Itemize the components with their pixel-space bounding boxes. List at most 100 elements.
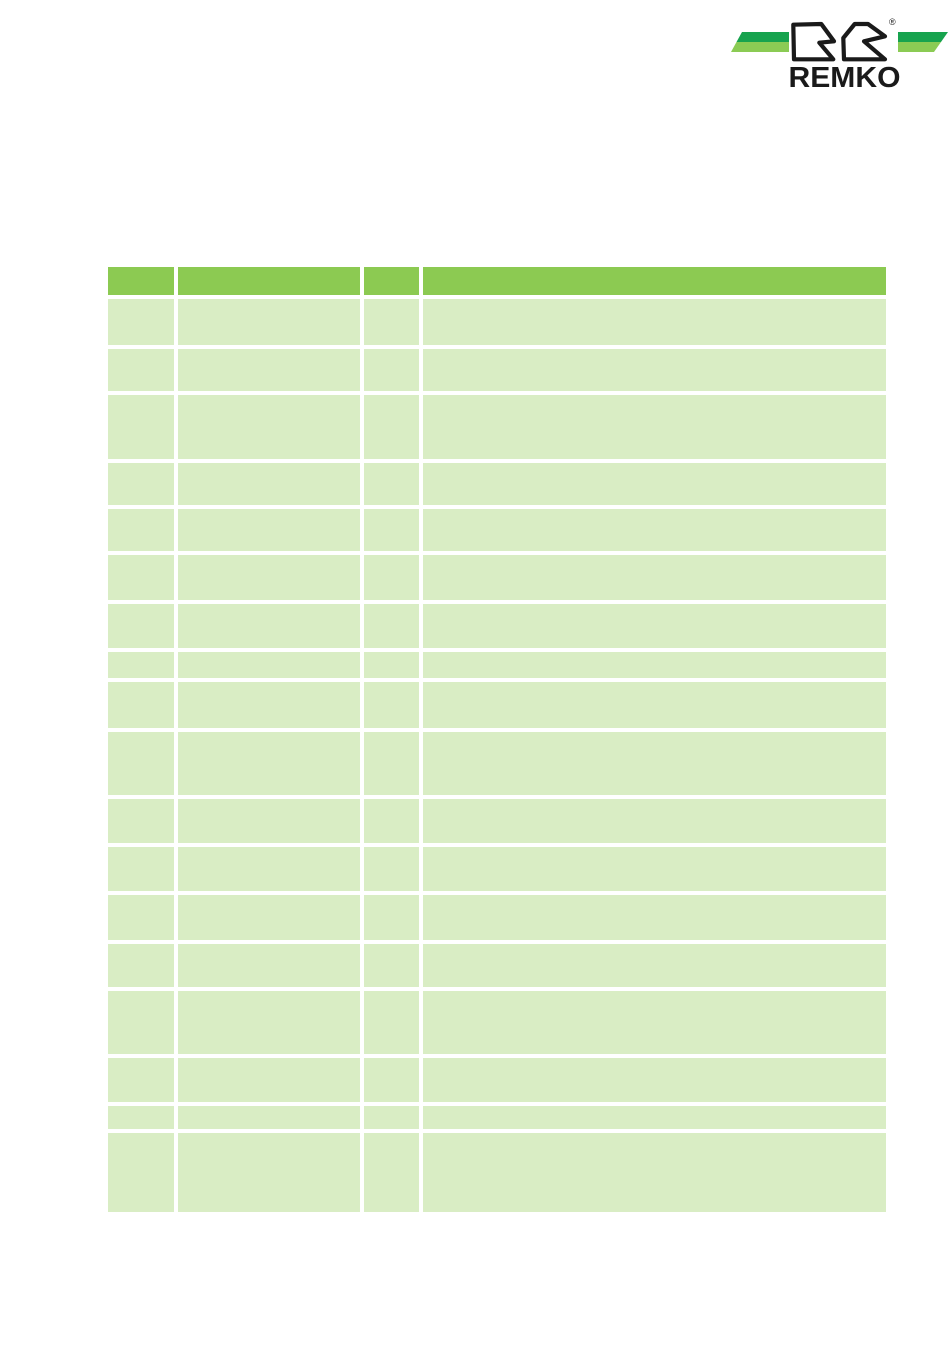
table-cell — [108, 732, 174, 795]
table-cell — [423, 732, 886, 795]
table-cell — [364, 463, 419, 505]
table-cell — [423, 847, 886, 891]
table-cell — [364, 652, 419, 678]
table-cell — [178, 1106, 360, 1129]
table-cell — [364, 682, 419, 728]
table-cell — [423, 349, 886, 391]
table-cell — [108, 463, 174, 505]
table-cell — [108, 991, 174, 1054]
table-row — [108, 604, 886, 648]
table-cell — [178, 991, 360, 1054]
table-cell — [423, 555, 886, 600]
table-cell — [364, 732, 419, 795]
logo-glyph-r-icon — [791, 21, 837, 62]
table-cell — [423, 652, 886, 678]
table-row — [108, 732, 886, 795]
table-header-cell — [178, 267, 360, 295]
table-cell — [108, 349, 174, 391]
table-cell — [178, 682, 360, 728]
remko-logo: ® REMKO — [731, 17, 948, 90]
table-cell — [108, 604, 174, 648]
table-cell — [364, 1133, 419, 1212]
table-cell — [178, 1133, 360, 1212]
logo-wordmark: REMKO — [789, 62, 901, 90]
table-row — [108, 682, 886, 728]
table-cell — [364, 991, 419, 1054]
table-row — [108, 555, 886, 600]
table-cell — [364, 1106, 419, 1129]
table-cell — [364, 509, 419, 551]
table-cell — [178, 1058, 360, 1102]
table-cell — [108, 509, 174, 551]
table-cell — [364, 604, 419, 648]
table-cell — [178, 895, 360, 940]
table-row — [108, 895, 886, 940]
table-row — [108, 509, 886, 551]
table-cell — [364, 299, 419, 345]
logo-glyph-k-icon — [841, 21, 888, 62]
table-cell — [423, 799, 886, 843]
table-cell — [364, 799, 419, 843]
table-cell — [178, 395, 360, 459]
table-cell — [108, 1133, 174, 1212]
logo-stripe-left-icon — [731, 32, 789, 52]
table-header-cell — [364, 267, 419, 295]
logo-stripe-right-icon — [898, 32, 948, 52]
table-cell — [178, 299, 360, 345]
table-cell — [178, 555, 360, 600]
table-cell — [178, 652, 360, 678]
table-row — [108, 349, 886, 391]
table-cell — [364, 847, 419, 891]
table-cell — [108, 652, 174, 678]
table-cell — [108, 847, 174, 891]
table-header-cell — [423, 267, 886, 295]
table-cell — [178, 509, 360, 551]
table-row — [108, 991, 886, 1054]
table-cell — [423, 299, 886, 345]
registered-mark: ® — [889, 17, 896, 27]
table-row — [108, 395, 886, 459]
table-cell — [178, 944, 360, 987]
table-cell — [423, 604, 886, 648]
table-cell — [108, 944, 174, 987]
table-body — [108, 299, 886, 1212]
table-cell — [108, 299, 174, 345]
table-header-row — [108, 267, 886, 295]
table-cell — [178, 732, 360, 795]
table-cell — [364, 395, 419, 459]
table-row — [108, 944, 886, 987]
table-cell — [178, 349, 360, 391]
table-cell — [364, 1058, 419, 1102]
table-row — [108, 1106, 886, 1129]
table-cell — [423, 1106, 886, 1129]
table-row — [108, 799, 886, 843]
table-cell — [364, 555, 419, 600]
table-cell — [178, 799, 360, 843]
table-cell — [423, 991, 886, 1054]
content-table — [104, 263, 890, 1216]
table-cell — [364, 895, 419, 940]
table-cell — [178, 463, 360, 505]
table-cell — [423, 1133, 886, 1212]
table-header-cell — [108, 267, 174, 295]
table-cell — [178, 847, 360, 891]
table-cell — [178, 604, 360, 648]
table-cell — [108, 682, 174, 728]
table-row — [108, 652, 886, 678]
table-row — [108, 463, 886, 505]
table-cell — [423, 463, 886, 505]
table-cell — [108, 555, 174, 600]
table-cell — [364, 349, 419, 391]
table-row — [108, 847, 886, 891]
table-cell — [108, 799, 174, 843]
table-row — [108, 299, 886, 345]
table-cell — [423, 1058, 886, 1102]
table-cell — [108, 395, 174, 459]
table-cell — [423, 509, 886, 551]
table-row — [108, 1058, 886, 1102]
table-cell — [108, 1058, 174, 1102]
table-cell — [423, 395, 886, 459]
table-cell — [423, 682, 886, 728]
table-cell — [423, 944, 886, 987]
